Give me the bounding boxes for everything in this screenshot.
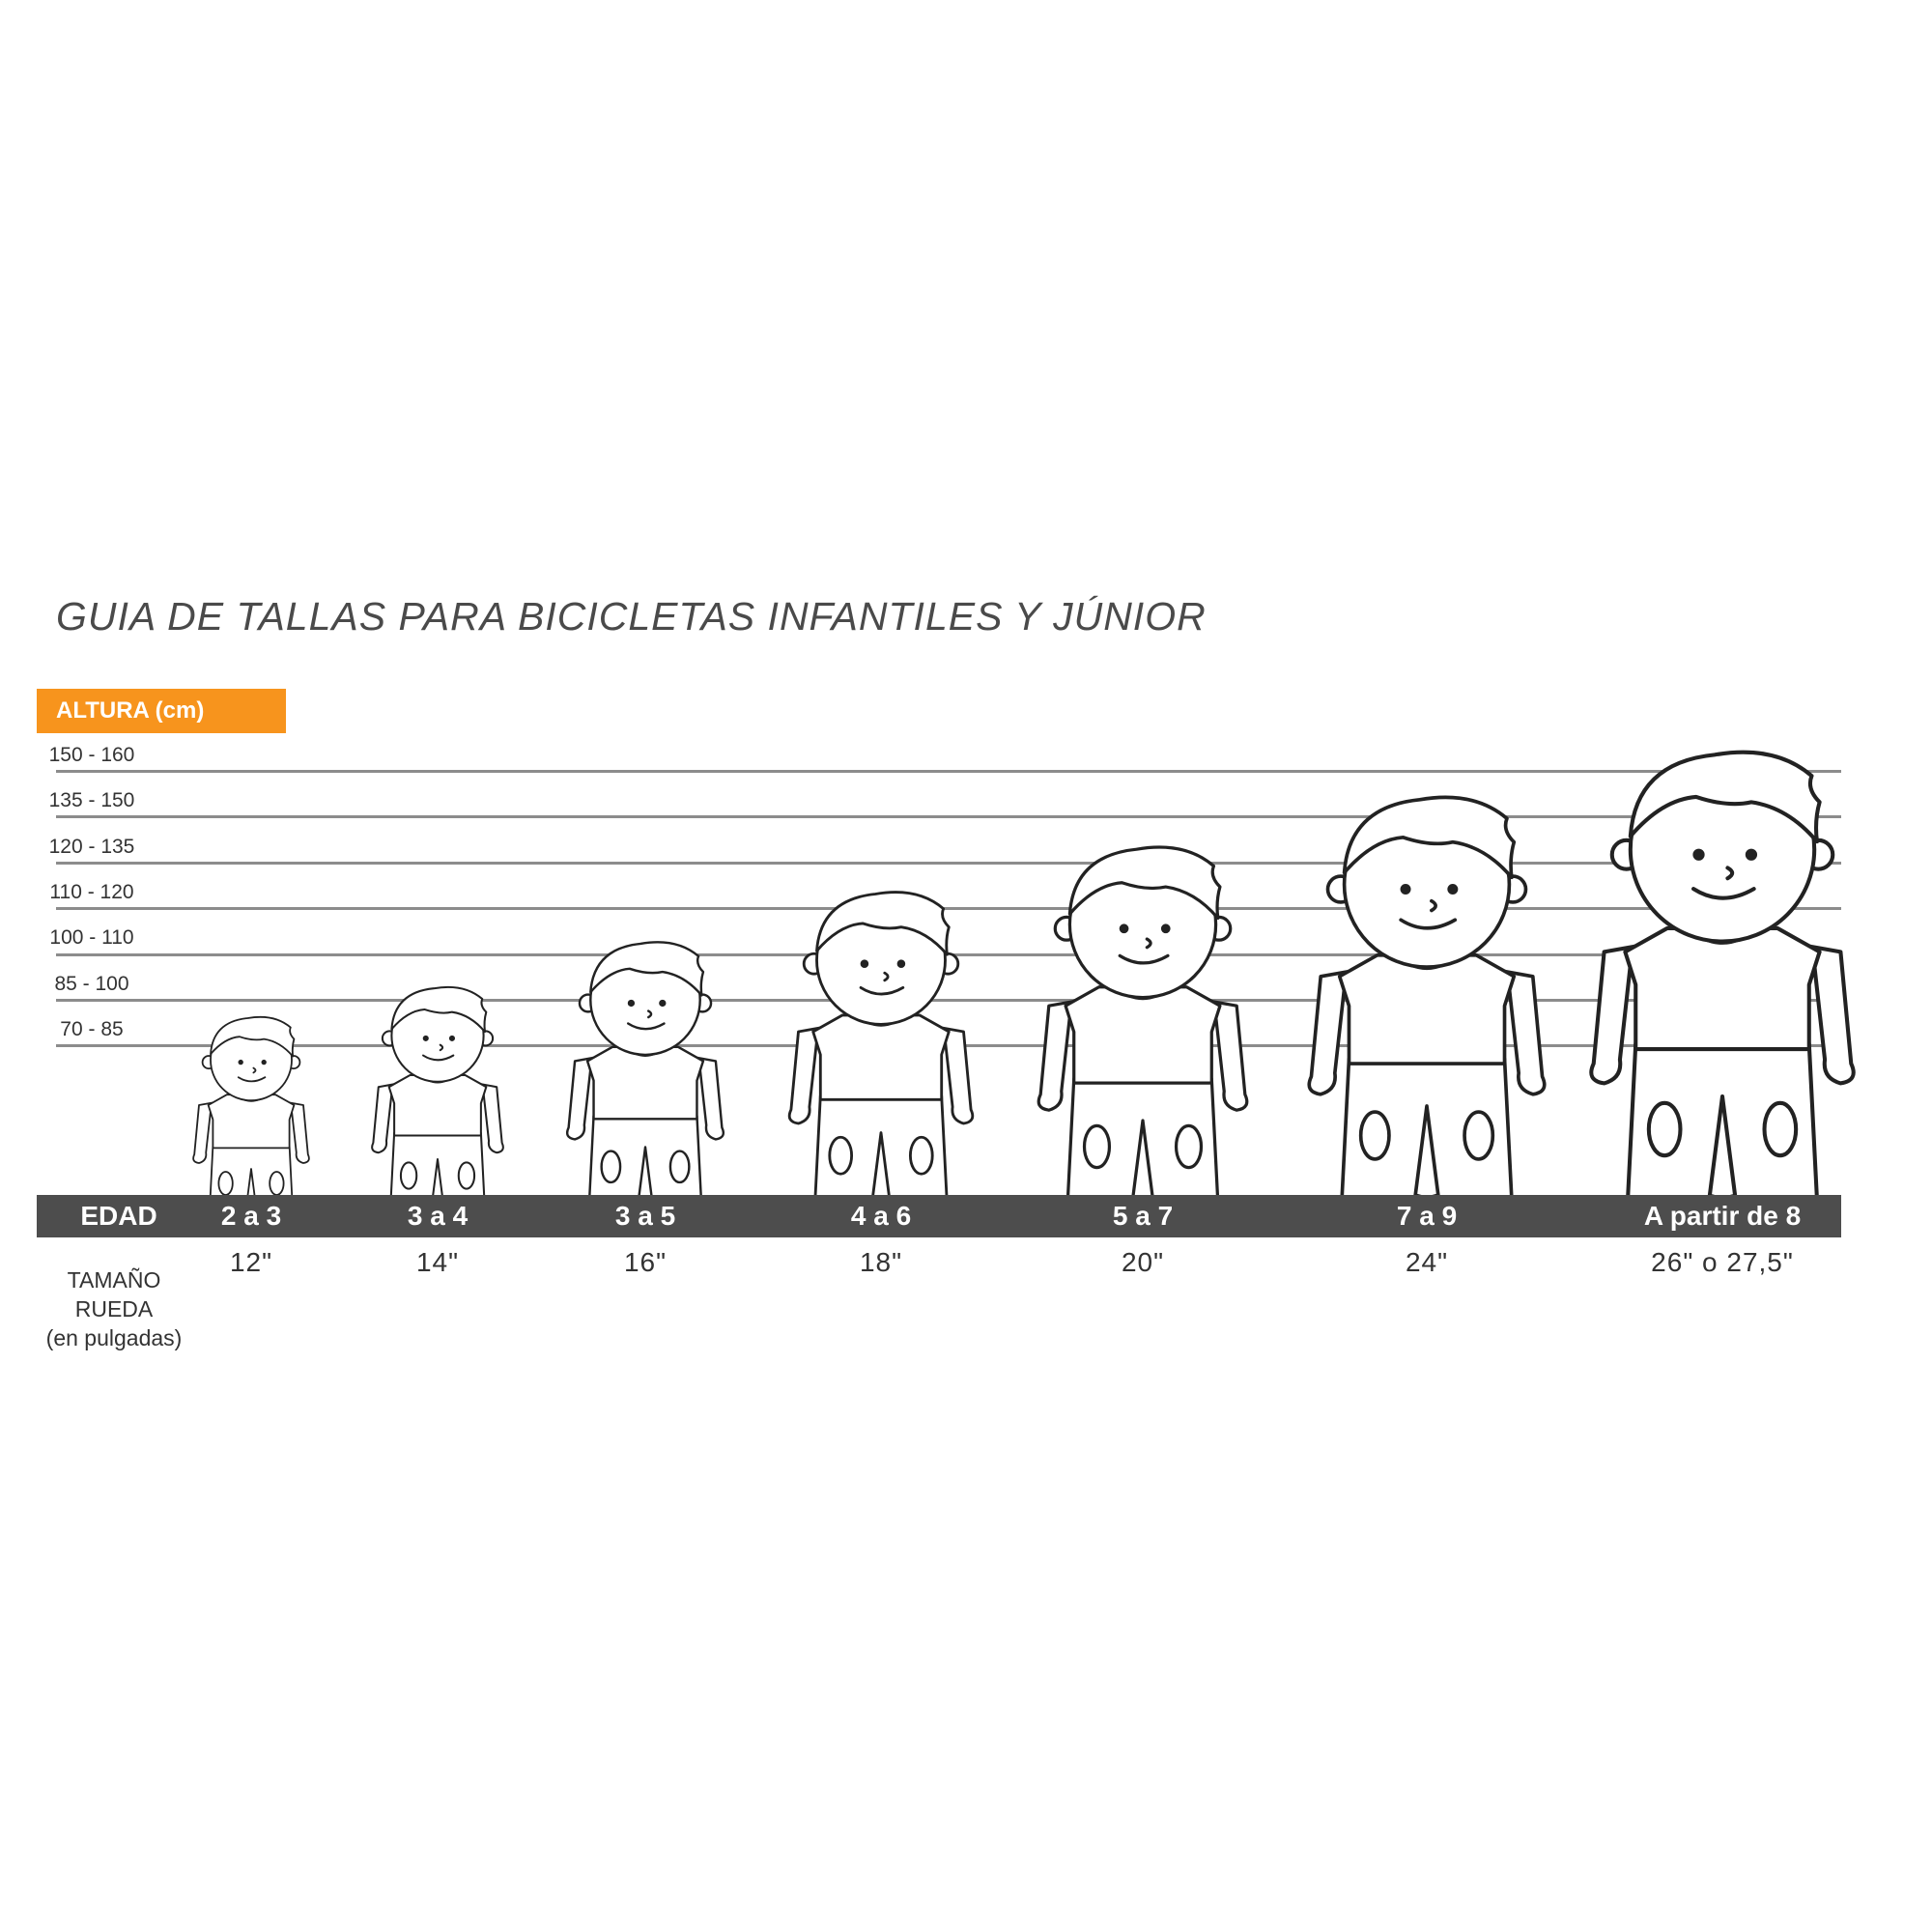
height-guide-line [56, 862, 1841, 865]
wheel-header-line: RUEDA [74, 1296, 154, 1321]
height-guide-line [56, 770, 1841, 773]
height-guide-line [56, 907, 1841, 910]
wheel-size-value: 18" [859, 1247, 903, 1277]
height-guide-line [56, 815, 1841, 818]
age-value: 4 a 6 [850, 1201, 912, 1231]
height-header: ALTURA (cm) [37, 689, 286, 733]
child-figure [1591, 753, 1853, 1227]
age-value: 5 a 7 [1112, 1201, 1174, 1231]
height-range-label: 120 - 135 [48, 836, 135, 858]
age-value: 3 a 4 [407, 1201, 469, 1231]
wheel-header-line: (en pulgadas) [45, 1325, 183, 1350]
child-figure [787, 891, 975, 1225]
height-range-label: 100 - 110 [49, 926, 134, 949]
age-bar: EDAD 2 a 3 3 a 4 3 a 5 4 a 6 5 a 7 7 a 9… [37, 1195, 1841, 1237]
child-figure [1307, 795, 1547, 1225]
wheel-header-line: TAMAÑO [67, 1267, 161, 1293]
height-range-label: 110 - 120 [49, 881, 134, 903]
age-value: 2 a 3 [220, 1201, 282, 1231]
age-value: 3 a 5 [614, 1201, 676, 1231]
page-title: GUIA DE TALLAS PARA BICICLETAS INFANTILE… [56, 594, 1207, 639]
height-range-label: 85 - 100 [54, 973, 129, 995]
age-header: EDAD [80, 1201, 157, 1231]
wheel-size-value: 16" [623, 1247, 668, 1277]
age-value: A partir de 8 [1643, 1201, 1802, 1231]
age-value: 7 a 9 [1396, 1201, 1458, 1231]
child-figure [565, 941, 725, 1226]
wheel-size-value: 26" o 27,5" [1651, 1247, 1794, 1277]
child-figure [1037, 845, 1249, 1226]
height-guide-line [56, 999, 1841, 1002]
wheel-size-value: 14" [415, 1247, 460, 1277]
child-figure [371, 985, 504, 1226]
wheel-size-header: TAMAÑO RUEDA (en pulgadas) [27, 1265, 201, 1352]
height-range-label: 150 - 160 [48, 744, 135, 766]
wheel-size-value: 24" [1405, 1247, 1449, 1277]
wheel-size-value: 12" [229, 1247, 273, 1277]
wheel-size-value: 20" [1121, 1247, 1165, 1277]
height-range-label: 135 - 150 [48, 789, 135, 811]
height-range-label: 70 - 85 [60, 1018, 124, 1040]
